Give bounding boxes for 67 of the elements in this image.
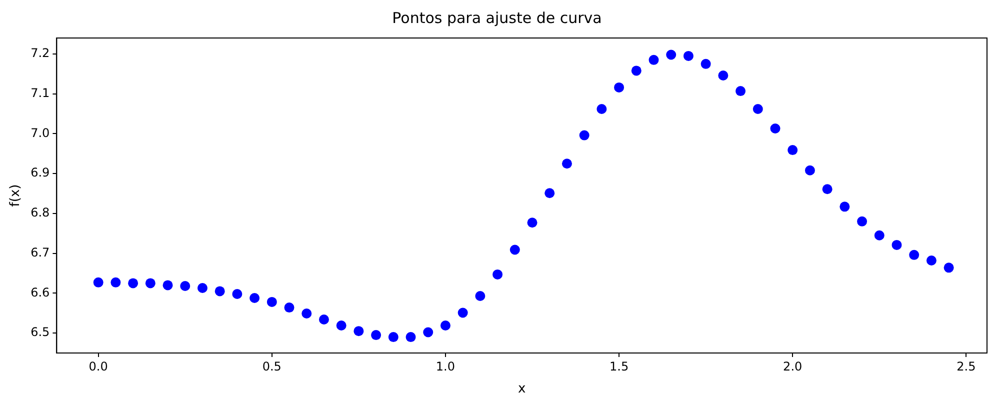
point	[93, 277, 104, 288]
point	[302, 308, 312, 319]
point	[909, 250, 920, 260]
point	[336, 320, 346, 330]
point	[788, 145, 798, 156]
x-axis-title: x	[518, 382, 526, 397]
point	[648, 54, 659, 65]
point	[180, 281, 190, 292]
point	[892, 240, 902, 250]
point	[822, 184, 832, 194]
point	[944, 262, 954, 273]
point	[804, 165, 815, 176]
point	[926, 255, 936, 266]
y-tick-label: 6.5	[30, 325, 50, 340]
point	[284, 302, 294, 313]
x-tick-label: 0.5	[262, 359, 282, 374]
point	[718, 70, 728, 80]
point	[250, 292, 260, 303]
point	[579, 130, 590, 140]
point	[266, 296, 277, 307]
y-tick-label: 7.1	[30, 86, 50, 100]
point	[458, 308, 468, 318]
point	[840, 202, 850, 212]
point	[752, 104, 763, 114]
point	[145, 278, 156, 288]
y-tick-label: 6.9	[30, 166, 50, 180]
point	[214, 286, 225, 296]
point	[510, 244, 520, 255]
point	[700, 58, 711, 69]
point	[371, 330, 382, 340]
point	[857, 216, 868, 226]
point	[232, 288, 242, 299]
point	[388, 332, 398, 342]
point	[406, 332, 416, 342]
point	[128, 278, 138, 288]
y-tick-label: 6.8	[30, 206, 50, 220]
point	[736, 86, 746, 96]
x-tick-label: 2.0	[783, 359, 802, 374]
point	[440, 320, 450, 330]
point	[614, 82, 624, 92]
point	[318, 314, 329, 325]
point	[527, 218, 538, 228]
point	[770, 124, 780, 134]
y-tick-label: 7.0	[30, 126, 50, 140]
point	[423, 327, 434, 338]
chart-title: Pontos para ajuste de curva	[392, 8, 602, 27]
point	[475, 290, 486, 301]
point	[197, 283, 208, 294]
x-tick-label: 1.5	[609, 359, 629, 374]
point	[162, 280, 173, 290]
point	[354, 326, 364, 336]
x-tick-label: 1.0	[436, 359, 456, 374]
point	[596, 104, 607, 114]
point	[492, 269, 503, 280]
point	[666, 50, 676, 60]
point	[874, 230, 884, 240]
point	[544, 188, 555, 198]
y-tick-label: 6.6	[30, 285, 50, 300]
point	[562, 158, 572, 169]
y-axis-title: f(x)	[8, 184, 24, 207]
point	[631, 66, 642, 76]
point	[683, 50, 694, 61]
x-tick-label: 2.5	[956, 359, 976, 374]
y-tick-label: 7.2	[30, 46, 50, 60]
point	[110, 277, 121, 288]
x-tick-label: 0.0	[88, 359, 108, 374]
y-tick-label: 6.7	[30, 245, 50, 260]
